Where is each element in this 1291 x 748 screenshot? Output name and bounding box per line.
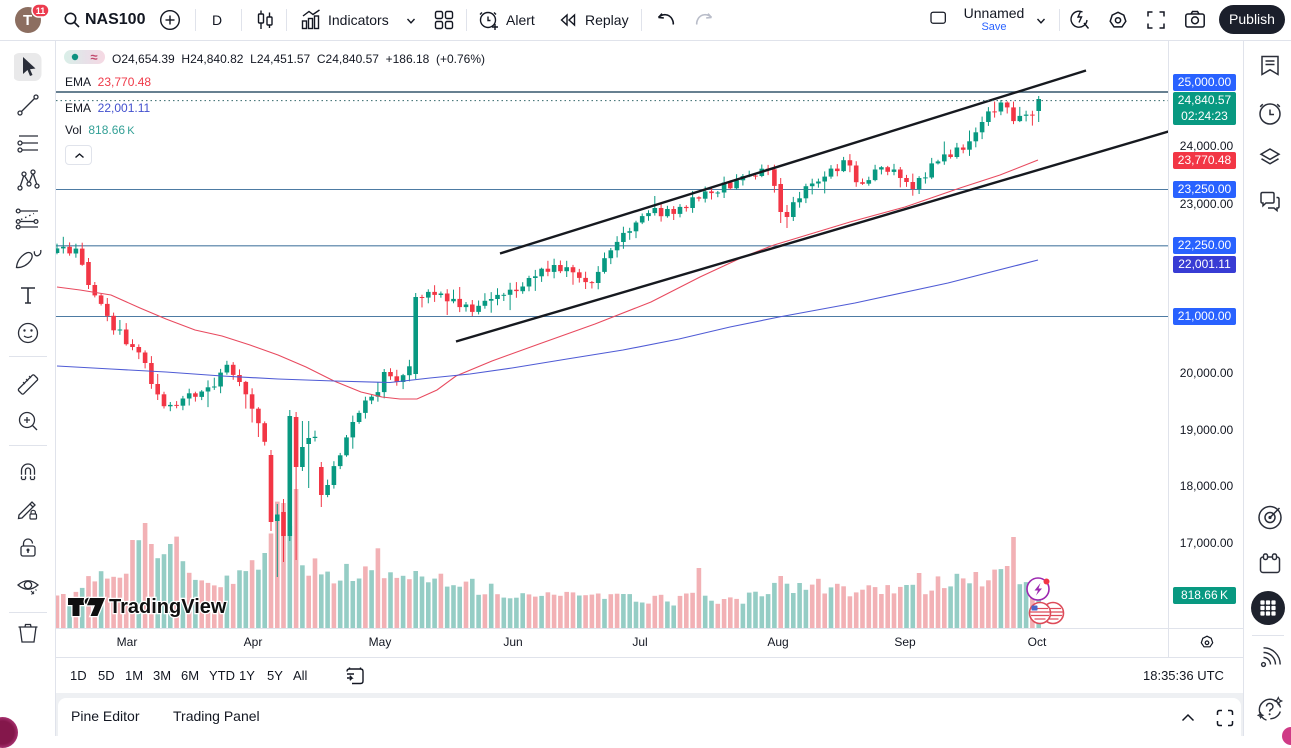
svg-text:T: T <box>23 12 32 29</box>
svg-text:≈: ≈ <box>90 50 97 64</box>
svg-text:TradingView: TradingView <box>109 596 227 618</box>
svg-text:11: 11 <box>36 6 46 16</box>
